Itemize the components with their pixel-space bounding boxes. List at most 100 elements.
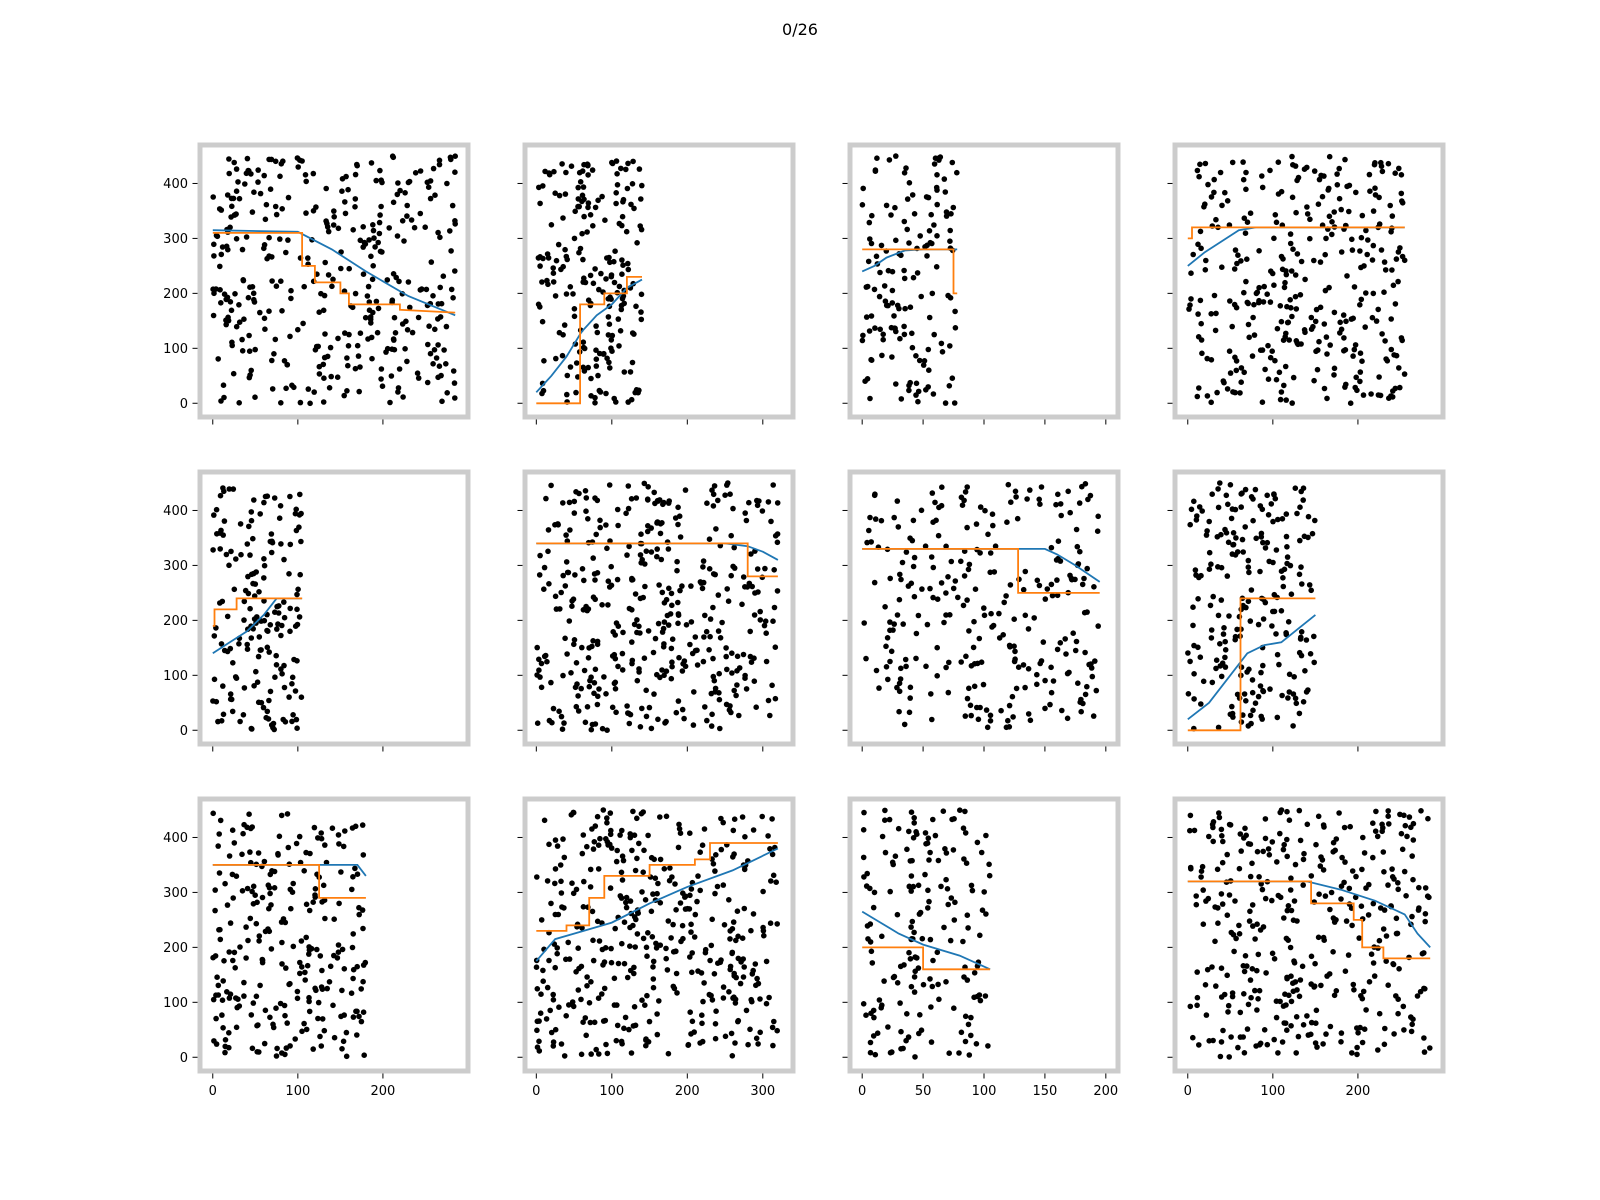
data-point [928,1004,934,1010]
data-point [695,968,701,974]
data-point [263,201,270,208]
data-point [768,878,774,884]
data-point [869,960,876,966]
data-point [1399,337,1405,344]
data-point [961,573,968,579]
data-point [701,980,707,986]
data-point [282,1012,288,1019]
data-point [762,565,768,572]
smooth-fit-line [861,910,991,971]
y-tick-label: 400 [163,504,188,519]
step-fit-line [862,548,1100,594]
data-point [1398,190,1405,197]
data-point [1206,518,1212,525]
data-point [562,246,568,253]
data-point [436,161,443,168]
data-point [1290,691,1297,697]
data-point [349,886,355,893]
data-point [1252,486,1259,493]
data-point [962,1013,969,1020]
data-point [1095,623,1101,629]
data-point [579,168,586,174]
data-point [918,507,925,514]
data-point [943,850,950,856]
data-point [936,504,942,511]
data-point [214,233,221,240]
data-point [1244,669,1250,675]
data-point [1223,530,1230,536]
data-point [1245,841,1252,847]
data-point [675,620,681,627]
data-point [279,671,285,677]
data-point [654,1011,660,1017]
data-point [1278,253,1285,260]
data-point [1055,555,1061,562]
data-point [1198,572,1204,579]
data-point [643,713,650,720]
data-point [1188,866,1194,872]
data-point [1376,374,1382,380]
data-point [1279,516,1286,522]
data-point [958,659,964,665]
data-point [305,386,312,392]
data-point [448,156,454,163]
data-point [244,824,250,831]
data-point [558,878,564,885]
data-point [563,291,570,297]
data-point [289,674,296,681]
data-point [604,727,610,733]
data-point [246,523,252,530]
data-point [910,835,917,841]
data-point [1275,1050,1281,1056]
data-point [580,607,587,613]
data-point [1274,325,1281,332]
data-point [894,980,901,986]
data-point [1385,982,1391,988]
data-point [731,544,737,551]
data-point [1091,584,1097,590]
data-point [409,329,416,336]
data-point [1370,290,1377,297]
data-point [1361,850,1368,856]
data-point [1266,852,1273,858]
data-point [663,596,670,603]
data-point [943,209,950,215]
data-point [1271,282,1277,289]
data-point [942,846,948,852]
data-point [871,492,878,499]
data-point [866,527,872,534]
data-point [664,612,671,619]
data-point [227,991,234,997]
data-point [630,1023,637,1029]
data-point [909,918,916,925]
data-point [677,900,684,906]
data-point [736,712,742,719]
data-point [1198,245,1204,252]
subplot-7 [842,469,1121,752]
data-point [1360,834,1366,841]
data-point [336,841,342,847]
y-tick-label: 200 [163,287,188,302]
data-point [1363,290,1369,296]
data-point [605,578,612,584]
data-point [357,330,364,337]
data-point [546,581,552,587]
data-point [974,839,981,846]
data-point [689,950,695,956]
data-point [641,655,648,661]
data-point [654,671,660,678]
data-point [237,718,243,725]
data-point [753,704,759,710]
data-point [534,986,541,992]
data-point [623,899,629,906]
data-point [1215,612,1222,619]
data-point [1378,247,1385,253]
data-point [376,230,383,237]
data-point [1020,662,1027,668]
data-point [1012,488,1019,495]
data-point [1278,608,1285,614]
data-point [251,683,257,689]
data-point [675,698,682,704]
data-point [1301,166,1308,172]
